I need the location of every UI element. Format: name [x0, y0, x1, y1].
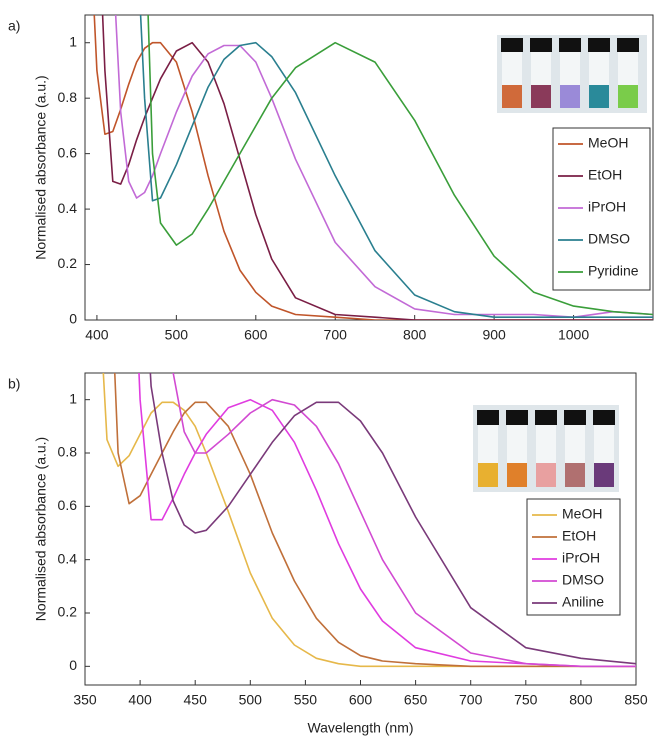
legend-box	[552, 127, 651, 291]
y-tick-label: 0.4	[58, 550, 78, 566]
x-tick-label: 700	[459, 692, 483, 708]
series-line	[138, 373, 636, 668]
x-tick-label: 350	[73, 692, 97, 708]
x-tick-label: 650	[404, 692, 428, 708]
legend-label: MeOH	[562, 506, 602, 522]
y-tick-label: 1	[69, 33, 77, 49]
x-tick-label: 600	[244, 327, 268, 343]
legend-label: DMSO	[588, 231, 630, 247]
series-line	[102, 373, 636, 668]
legend-label: EtOH	[562, 528, 596, 544]
series-line	[147, 15, 653, 316]
x-tick-label: 600	[349, 692, 373, 708]
x-tick-label: 550	[294, 692, 318, 708]
series-line	[139, 15, 653, 318]
y-axis-label: Normalised absorbance (a.u.)	[33, 437, 49, 621]
x-tick-label: 700	[324, 327, 348, 343]
legend-box	[526, 498, 621, 616]
y-tick-label: 0.6	[58, 497, 78, 513]
series-line	[93, 15, 653, 320]
y-axis-label: Normalised absorbance (a.u.)	[33, 75, 49, 259]
legend-label: iPrOH	[562, 550, 600, 566]
y-tick-label: 1	[69, 390, 77, 406]
y-tick-label: 0.2	[58, 604, 78, 620]
x-tick-label: 800	[569, 692, 593, 708]
legend-label: Aniline	[562, 594, 604, 610]
lines	[102, 373, 636, 668]
vials-photo-a	[497, 35, 647, 113]
legend-label: DMSO	[562, 572, 604, 588]
panel-label: b)	[8, 376, 20, 392]
x-tick-label: 500	[165, 327, 189, 343]
x-tick-label: 400	[85, 327, 109, 343]
x-tick-label: 500	[239, 692, 263, 708]
panel: b) Normalised absorbance (a.u.) Wavelength…	[8, 372, 648, 736]
legend-label: Pyridine	[588, 263, 639, 279]
series-line	[113, 373, 636, 668]
x-tick-label: 750	[514, 692, 538, 708]
x-tick-label: 400	[128, 692, 152, 708]
series-line	[149, 373, 636, 665]
x-tick-label: 900	[482, 327, 506, 343]
x-tick-label: 1000	[558, 327, 589, 343]
y-tick-label: 0	[69, 311, 77, 327]
panel: a) Normalised absorbance (a.u.) 0 0.2 0.4 0.6…	[8, 14, 654, 343]
legend-label: iPrOH	[588, 199, 626, 215]
legend-label: EtOH	[588, 167, 622, 183]
y-tick-label: 0.2	[58, 255, 78, 271]
x-tick-label: 450	[184, 692, 208, 708]
vials-photo-b	[473, 405, 619, 492]
series-line	[172, 373, 636, 668]
x-tick-label: 800	[403, 327, 427, 343]
series-line	[101, 15, 653, 320]
x-tick-label: 850	[624, 692, 648, 708]
lines	[93, 15, 653, 320]
y-tick-label: 0.8	[58, 89, 78, 105]
legend: MeOH EtOH iPrOH DMSO Pyridine	[552, 127, 651, 291]
series-line	[114, 15, 653, 318]
panel-label: a)	[8, 18, 20, 34]
y-tick-label: 0.6	[58, 144, 78, 160]
y-tick-label: 0.4	[58, 200, 78, 216]
y-tick-label: 0.8	[58, 444, 78, 460]
legend: MeOH EtOH iPrOH DMSO Aniline	[526, 498, 621, 616]
y-tick-label: 0	[69, 657, 77, 673]
x-axis-label: Wavelength (nm)	[307, 720, 413, 736]
legend-label: MeOH	[588, 135, 628, 151]
